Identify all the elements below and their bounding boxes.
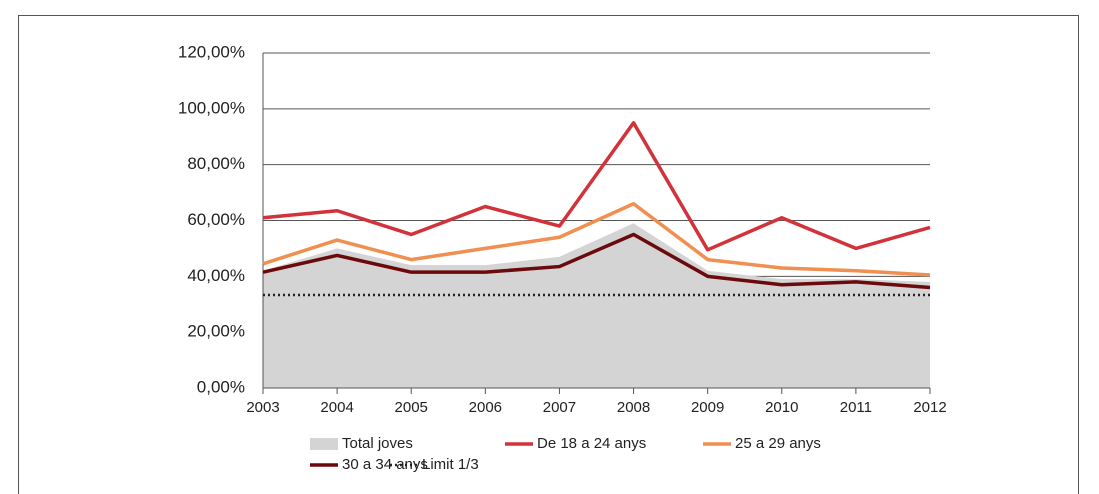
legend-label: Total joves xyxy=(342,435,413,452)
y-tick-label: 60,00% xyxy=(187,210,245,229)
x-tick-label: 2006 xyxy=(469,399,502,416)
legend-label: 25 a 29 anys xyxy=(735,435,821,452)
y-tick-label: 120,00% xyxy=(178,42,245,61)
x-tick-label: 2008 xyxy=(617,399,650,416)
legend-swatch xyxy=(310,438,338,450)
line xyxy=(262,121,931,252)
y-tick-label: 20,00% xyxy=(187,322,245,341)
legend-label: 30 a 34 anys xyxy=(342,456,428,473)
legend-label: De 18 a 24 anys xyxy=(537,435,646,452)
x-tick-label: 2004 xyxy=(320,399,353,416)
x-tick-label: 2012 xyxy=(913,399,946,416)
frame xyxy=(18,15,1079,494)
area xyxy=(263,223,930,388)
legend-label: Limit 1/3 xyxy=(422,456,479,473)
line xyxy=(262,232,931,290)
x-tick-label: 2010 xyxy=(765,399,798,416)
x-tick-label: 2005 xyxy=(395,399,428,416)
y-tick-label: 0,00% xyxy=(197,377,245,396)
y-tick-label: 80,00% xyxy=(187,154,245,173)
x-tick-label: 2011 xyxy=(840,399,872,416)
x-tick-label: 2009 xyxy=(691,399,724,416)
line xyxy=(262,202,931,277)
x-tick-label: 2003 xyxy=(246,399,279,416)
y-tick-label: 100,00% xyxy=(178,98,245,117)
y-tick-label: 40,00% xyxy=(187,266,245,285)
x-tick-label: 2007 xyxy=(543,399,576,416)
